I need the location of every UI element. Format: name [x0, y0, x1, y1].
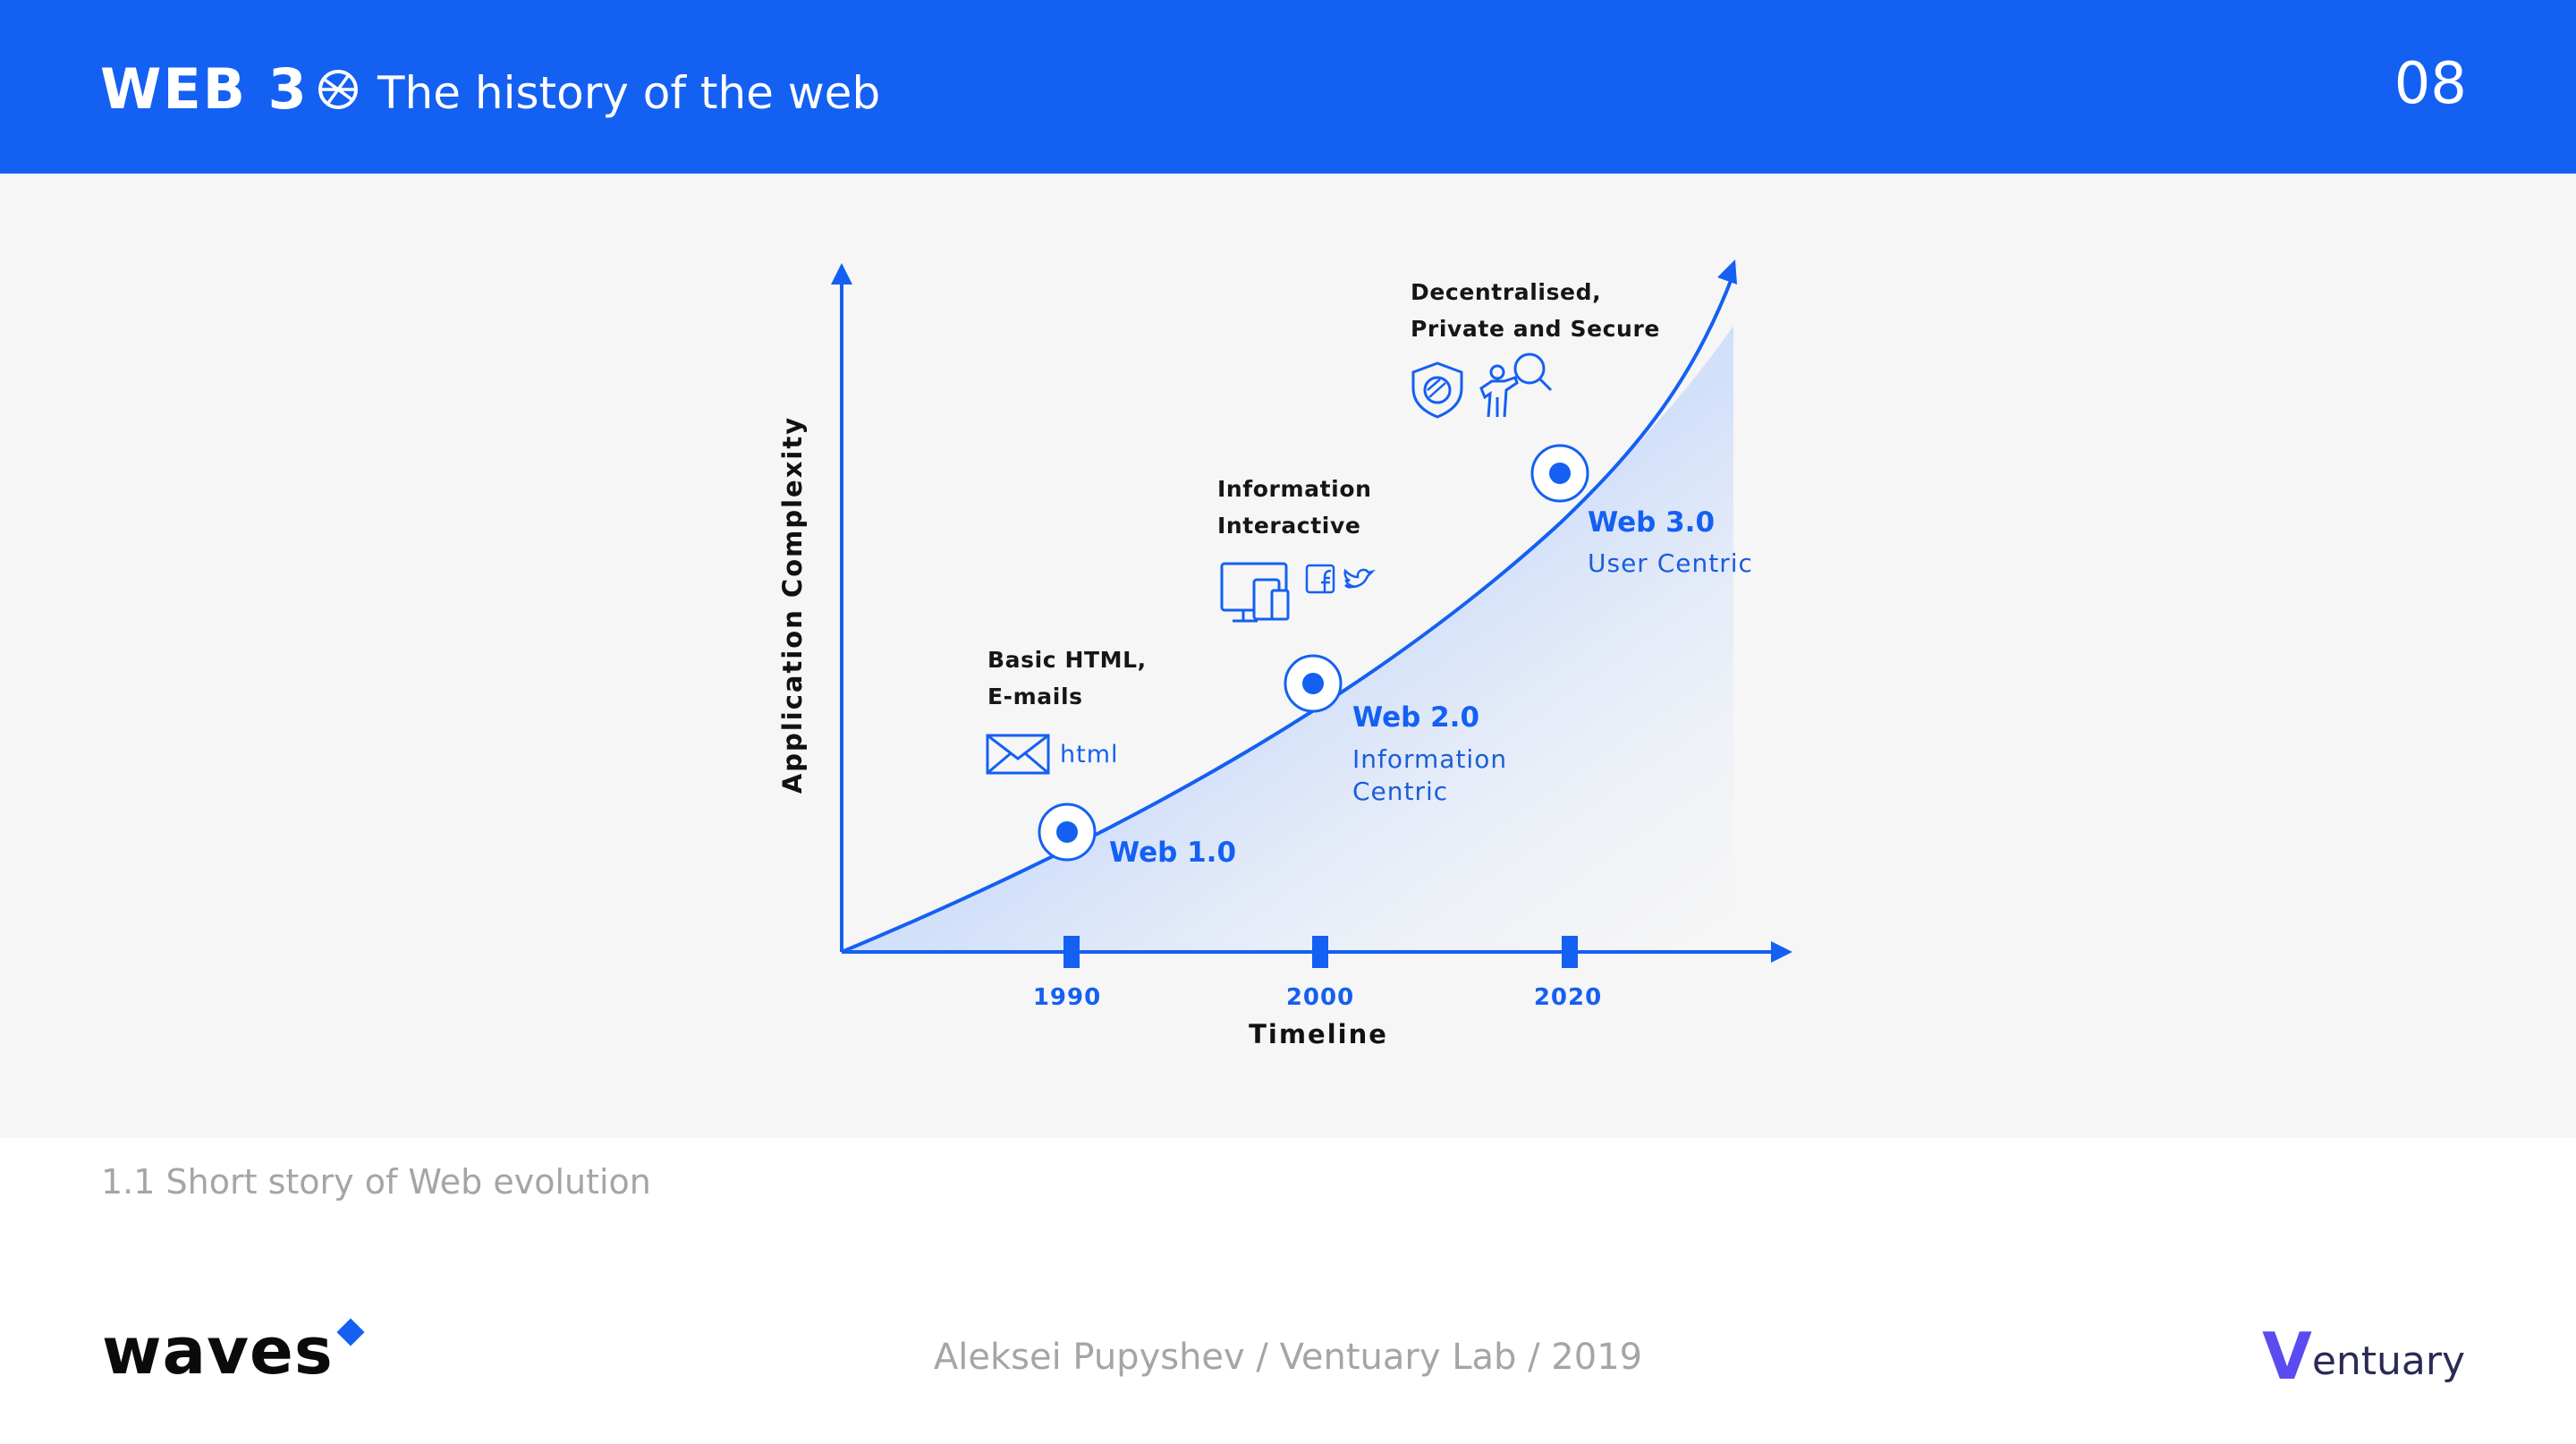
person-search-icon	[1479, 353, 1553, 418]
tick-2020	[1562, 936, 1578, 968]
logo-text: WEB 3	[100, 56, 309, 122]
era-desc-web2-line1: Information	[1217, 476, 1372, 502]
y-axis-label: Application Complexity	[777, 416, 808, 794]
twitter-icon	[1343, 568, 1377, 589]
era-marker-web3	[1530, 444, 1589, 503]
envelope-icon	[986, 734, 1050, 775]
year-label-1990: 1990	[1033, 984, 1101, 1011]
era-desc-web1-line2: E-mails	[987, 684, 1083, 709]
globe-icon	[318, 70, 358, 109]
year-label-2020: 2020	[1534, 984, 1602, 1011]
era-desc-web2-line2: Interactive	[1217, 513, 1360, 539]
era-name-web3: Web 3.0	[1588, 506, 1715, 539]
tick-2000	[1312, 936, 1328, 968]
ventuary-logo-v: V	[2262, 1319, 2312, 1394]
era-subtitle-web2-line1: Information	[1352, 744, 1507, 774]
devices-icon	[1220, 562, 1290, 623]
waves-logo-text: waves	[102, 1313, 334, 1389]
era-desc-web1-line1: Basic HTML,	[987, 647, 1147, 673]
diagram-panel: 1990 2000 2020 Timeline Application Comp…	[0, 174, 2576, 1138]
x-axis-arrow	[1771, 941, 1792, 963]
era-desc-web3-line1: Decentralised,	[1411, 279, 1601, 305]
page-title: The history of the web	[377, 67, 881, 119]
y-axis-arrow	[831, 263, 852, 285]
x-axis-label: Timeline	[1249, 1019, 1388, 1049]
ventuary-logo: V entuary	[2262, 1322, 2465, 1390]
era-subtitle-web3-line1: User Centric	[1588, 548, 1753, 578]
growth-area	[842, 326, 1733, 952]
shield-icon	[1411, 361, 1463, 419]
ventuary-logo-text: entuary	[2311, 1338, 2465, 1384]
tick-1990	[1063, 936, 1080, 968]
web-evolution-diagram: 1990 2000 2020 Timeline Application Comp…	[777, 259, 1792, 1049]
era-marker-web1	[1038, 803, 1097, 862]
html-label: html	[1060, 741, 1119, 769]
era-desc-web3-line2: Private and Secure	[1411, 316, 1660, 342]
era-name-web1: Web 1.0	[1109, 837, 1236, 869]
era-marker-web2	[1284, 654, 1343, 713]
web3-logo: WEB 3	[100, 55, 360, 123]
era-name-web2: Web 2.0	[1352, 701, 1479, 734]
page-number: 08	[2394, 51, 2467, 117]
figure-caption: 1.1 Short story of Web evolution	[101, 1162, 651, 1202]
year-label-2000: 2000	[1286, 984, 1354, 1011]
growth-curve-arrow	[1717, 259, 1737, 285]
facebook-icon	[1305, 564, 1335, 594]
waves-logo: waves	[102, 1313, 365, 1389]
header-bar: WEB 3 The history of the web 08	[0, 0, 2576, 174]
author-credit: Aleksei Pupyshev / Ventuary Lab / 2019	[933, 1337, 1643, 1378]
era-subtitle-web2-line2: Centric	[1352, 777, 1448, 806]
